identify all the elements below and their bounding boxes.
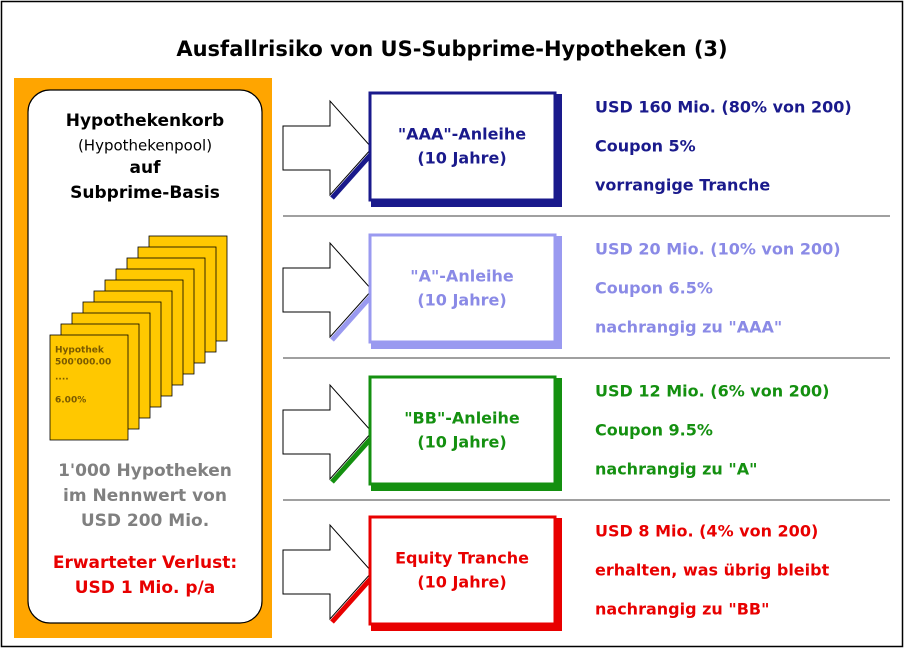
pool-count: im Nennwert von (63, 486, 227, 506)
pool-loss: Erwarteter Verlust: (53, 553, 237, 573)
tranche-detail: Coupon 6.5% (595, 279, 713, 298)
pool-heading: auf (130, 158, 162, 178)
pool-count: USD 200 Mio. (81, 511, 209, 531)
tranche-detail: erhalten, was übrig bleibt (595, 561, 830, 580)
tranche-name: (10 Jahre) (417, 433, 506, 452)
document-page (49, 334, 129, 441)
document-text: .... (55, 373, 69, 383)
tranche-detail: Coupon 5% (595, 137, 696, 156)
pool-loss: USD 1 Mio. p/a (75, 578, 215, 598)
pool-count: 1'000 Hypotheken (58, 461, 232, 481)
tranche-box (368, 233, 557, 344)
tranche-detail: USD 8 Mio. (4% von 200) (595, 522, 818, 541)
arrow-shadow (330, 433, 376, 484)
arrow (282, 523, 373, 621)
title: Ausfallrisiko von US-Subprime-Hypotheken… (176, 37, 727, 61)
arrow (282, 99, 373, 197)
tranche-detail: Coupon 9.5% (595, 421, 713, 440)
document-stack (49, 235, 228, 441)
tranche-box (368, 515, 557, 626)
tranche-detail: nachrangig zu "AAA" (595, 318, 782, 337)
document-text: Hypothek (55, 346, 105, 356)
arrow-shadow (330, 291, 376, 342)
document-text: 6.00% (55, 396, 86, 406)
tranche-detail: USD 12 Mio. (6% von 200) (595, 382, 829, 401)
tranche-name: (10 Jahre) (417, 573, 506, 592)
tranche-detail: USD 20 Mio. (10% von 200) (595, 240, 841, 259)
arrow (282, 383, 373, 481)
tranche-detail: nachrangig zu "BB" (595, 600, 769, 619)
tranche-detail: nachrangig zu "A" (595, 460, 757, 479)
tranche-name: "BB"-Anleihe (404, 409, 520, 428)
arrow-shadow (330, 149, 376, 200)
tranche-name: (10 Jahre) (417, 291, 506, 310)
pool-heading: Hypothekenkorb (66, 111, 224, 131)
tranche-box (368, 91, 557, 202)
tranche-detail: USD 160 Mio. (80% von 200) (595, 98, 852, 117)
pool-heading: Subprime-Basis (70, 183, 220, 203)
pool-heading: (Hypothekenpool) (78, 137, 212, 155)
tranche-box (368, 375, 557, 486)
tranche-name: "A"-Anleihe (410, 267, 514, 286)
arrow-shadow (330, 573, 376, 624)
arrow (282, 241, 373, 339)
document-text: 500'000.00 (55, 358, 111, 368)
tranche-name: Equity Tranche (395, 549, 529, 568)
tranche-name: "AAA"-Anleihe (398, 125, 526, 144)
tranche-detail: vorrangige Tranche (595, 176, 770, 195)
tranche-name: (10 Jahre) (417, 149, 506, 168)
